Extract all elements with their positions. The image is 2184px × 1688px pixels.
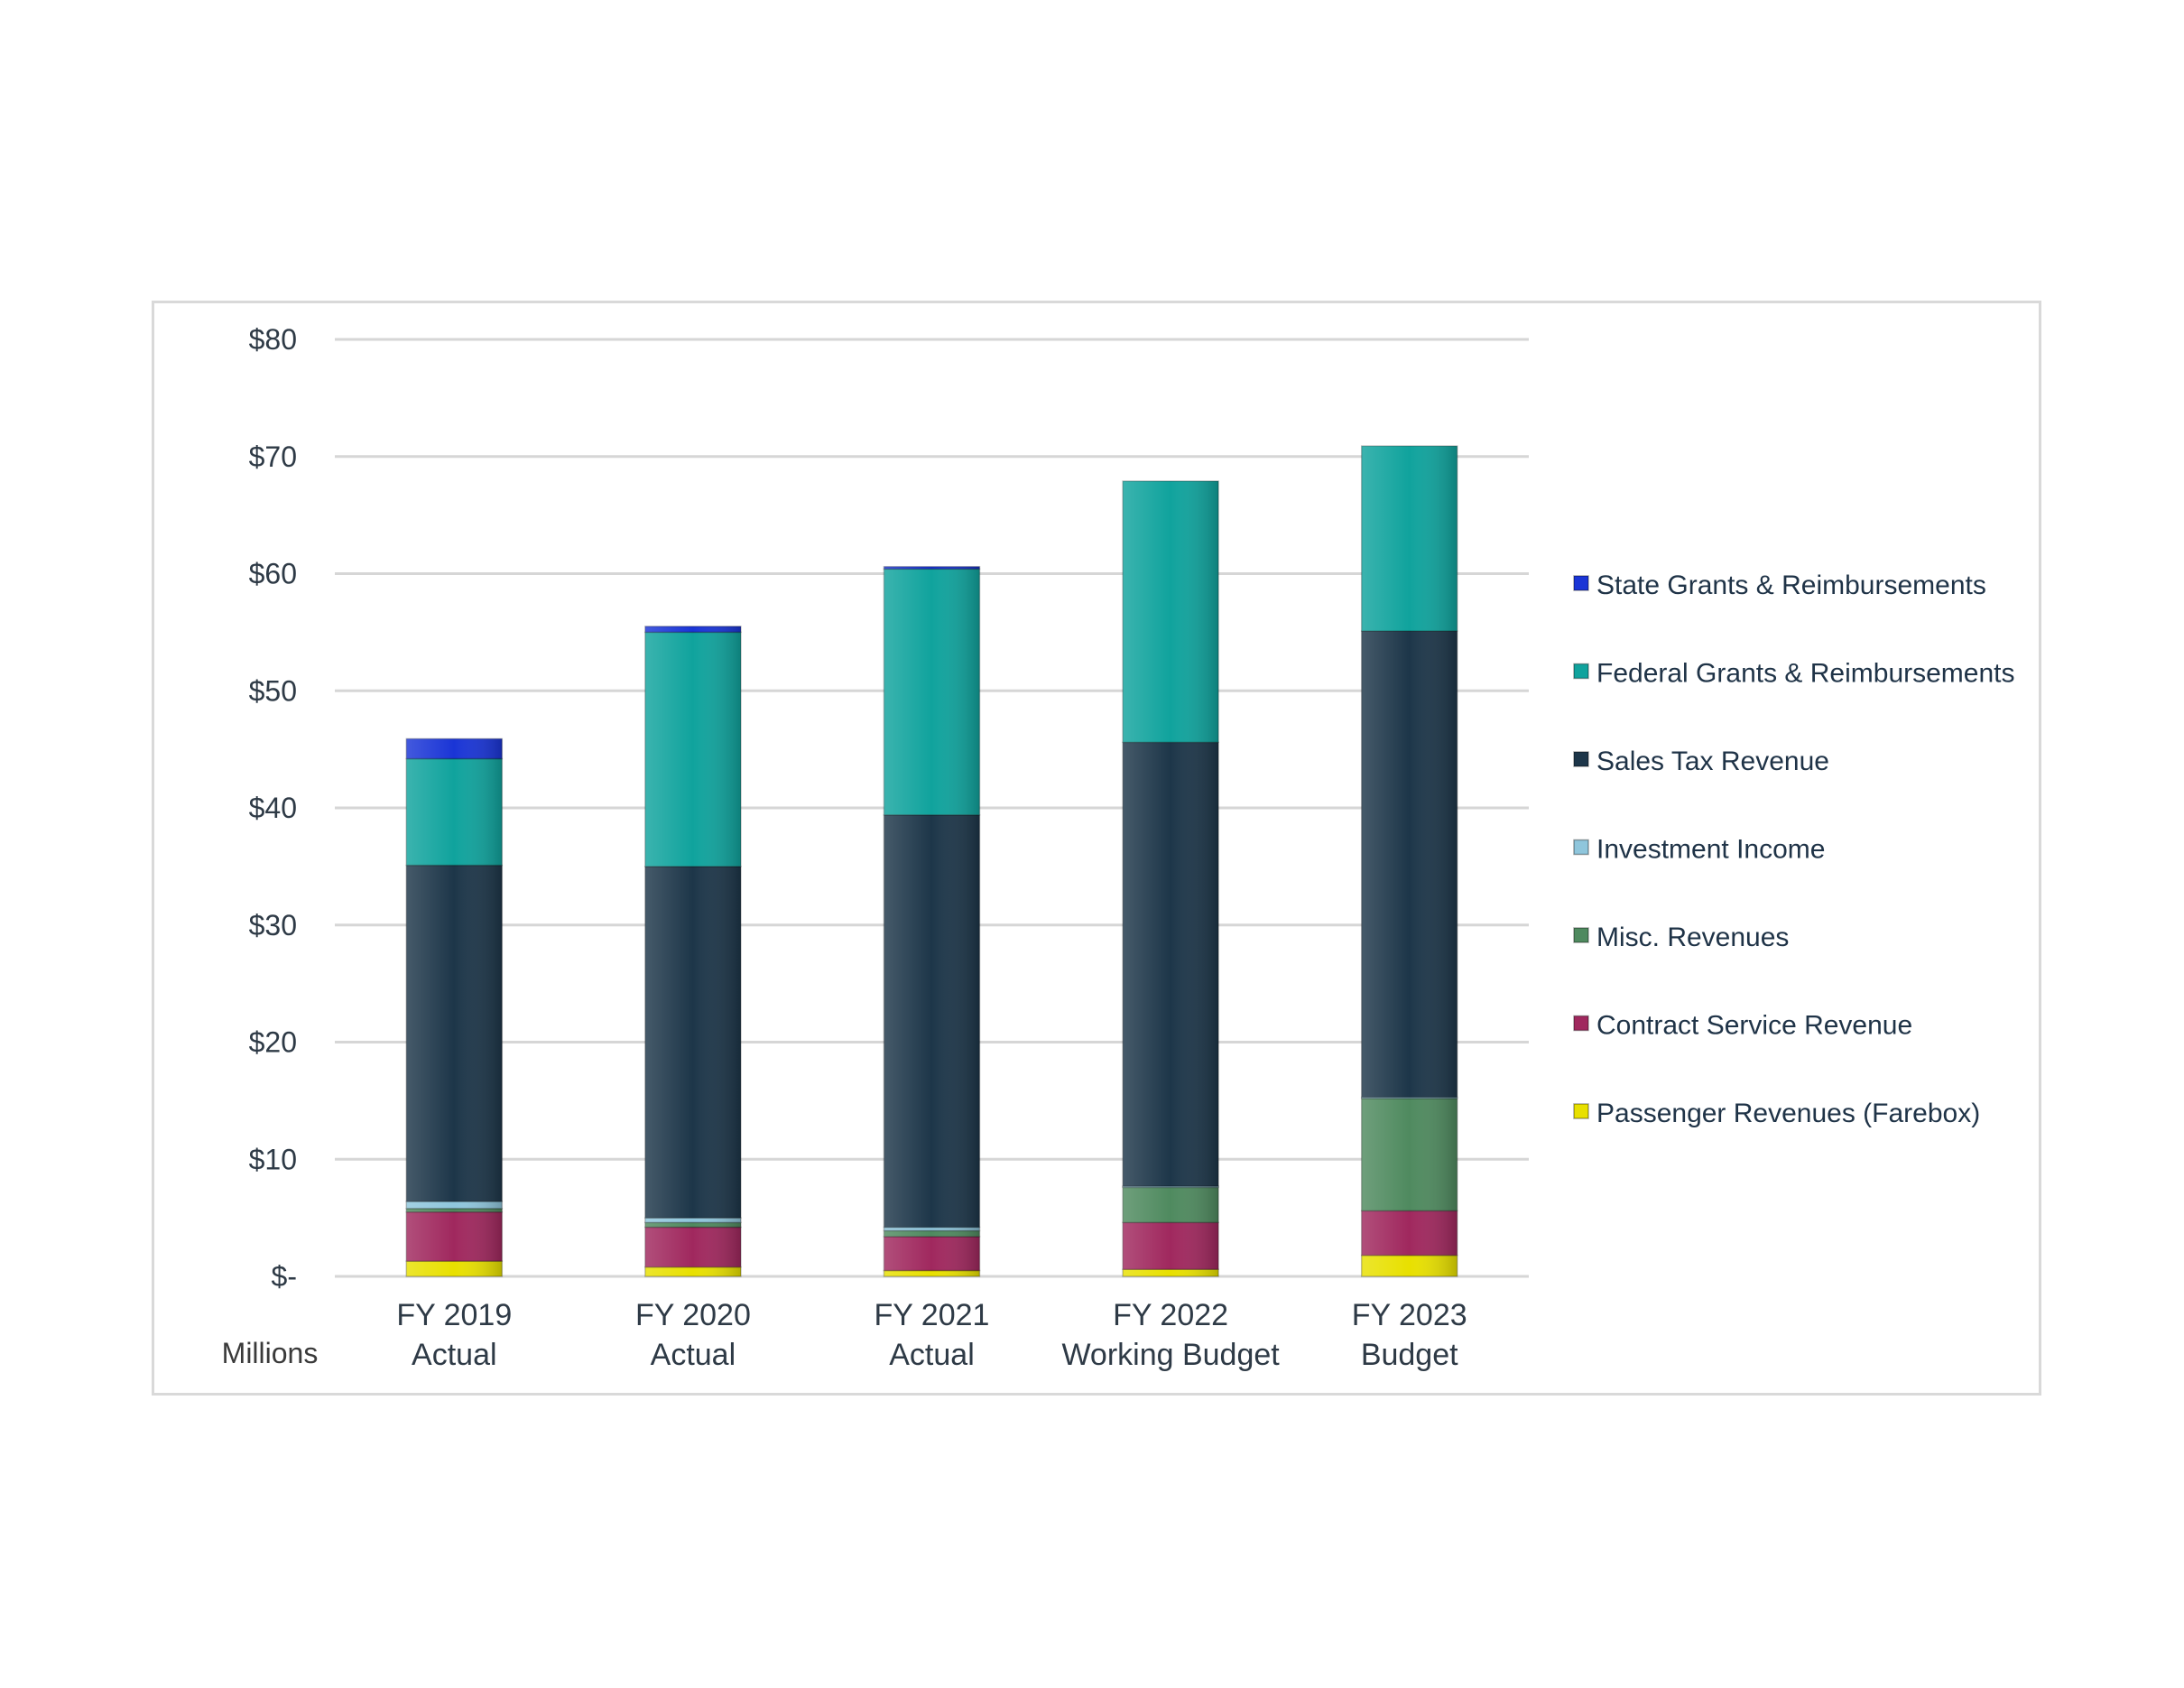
legend-swatch (1573, 839, 1589, 856)
y-axis-ticks: $- $10 $20 $30 $40 $50 $60 $70 $80 (249, 323, 297, 1293)
bar-segment: Sales Tax Revenue: 30 (644, 866, 742, 1219)
y-tick-label: $10 (249, 1143, 297, 1175)
bar-segment: Misc. Revenues: 0.5 (883, 1229, 981, 1238)
y-tick-label: $80 (249, 323, 297, 356)
bar-segment: Contract Service Revenue: 4.2 (405, 1210, 504, 1262)
bar-segment: Misc. Revenues: 3 (1122, 1186, 1219, 1224)
bar-segment: Federal Grants & Reimbursements: 9.1 (405, 757, 504, 867)
x-category-label: FY 2019 (396, 1298, 512, 1332)
y-tick-label: $- (272, 1260, 297, 1293)
bar-segment: State Grants & Reimbursements: 0.5 (644, 626, 742, 634)
bar-segment: State Grants & Reimbursements: 0.2 (883, 565, 981, 570)
bar-segment: State Grants & Reimbursements: 1.7 (405, 737, 504, 760)
x-category-label: Actual (889, 1338, 975, 1372)
chart-frame: $- $10 $20 $30 $40 $50 $60 $70 $80 Passenger Rev… (152, 301, 2041, 1396)
bar-segment: Investment Income: 0.6 (405, 1201, 504, 1210)
x-category-label: FY 2023 (1352, 1298, 1467, 1332)
y-tick-label: $70 (249, 441, 297, 473)
y-tick-label: $20 (249, 1026, 297, 1059)
y-tick-label: $30 (249, 909, 297, 941)
y-tick-label: $40 (249, 792, 297, 824)
y-tick-label: $60 (249, 558, 297, 590)
y-tick-label: $50 (249, 674, 297, 707)
bar-segment: Passenger Revenues (Farebox): 0.8 (644, 1266, 742, 1277)
bar-segment: Misc. Revenues: 9.6 (1360, 1098, 1458, 1212)
bar-segment: Federal Grants & Reimbursements: 21 (883, 568, 981, 816)
bar-segment: Federal Grants & Reimbursements: 20 (644, 631, 742, 867)
units-label: Millions (222, 1337, 319, 1369)
bar-segment: Passenger Revenues (Farebox): 1.8 (1360, 1254, 1458, 1277)
bar-segment: Contract Service Revenue: 3.4 (644, 1226, 742, 1268)
legend-swatch (1573, 1015, 1589, 1032)
legend-label: Contract Service Revenue (1596, 1011, 1912, 1041)
bar-segment: Sales Tax Revenue: 35.2 (883, 814, 981, 1229)
x-axis-categories: FY 2019 Actual FY 2020 Actual FY 2021 Actual F… (396, 1298, 1467, 1372)
bar-segment: Misc. Revenues: 0.4 (644, 1221, 742, 1229)
x-category-label: Working Budget (1061, 1338, 1280, 1372)
bar-segment: Passenger Revenues (Farebox): 0.6 (1122, 1268, 1219, 1277)
revenue-stacked-bar-chart: $- $10 $20 $30 $40 $50 $60 $70 $80 Passenger Rev… (222, 323, 2015, 1372)
x-category-label: Actual (651, 1338, 736, 1372)
bar-segment: Contract Service Revenue: 3.8 (1360, 1210, 1458, 1257)
legend-swatch (1573, 751, 1589, 767)
legend-swatch (1573, 663, 1589, 680)
legend-swatch (1573, 927, 1589, 943)
bar-segment: Sales Tax Revenue: 39.8 (1360, 630, 1458, 1099)
legend-swatch (1573, 575, 1589, 591)
bars: Passenger Revenues (Farebox): 1.3Contrac… (405, 445, 1458, 1277)
legend: State Grants & Reimbursements Federal Gra… (1573, 570, 2015, 1128)
legend-swatch (1573, 1103, 1589, 1119)
bar-segment: Contract Service Revenue: 2.9 (883, 1236, 981, 1272)
legend-label: Misc. Revenues (1596, 923, 1789, 952)
bar-segment: Federal Grants & Reimbursements: 15.8 (1360, 445, 1458, 632)
bar-segment: Federal Grants & Reimbursements: 22.3 (1122, 480, 1219, 744)
x-category-label: FY 2020 (635, 1298, 751, 1332)
bar-segment: Passenger Revenues (Farebox): 1.3 (405, 1260, 504, 1277)
legend-label: Federal Grants & Reimbursements (1596, 659, 2015, 689)
bar-segment: Investment Income: 0.4 (644, 1217, 742, 1224)
legend-label: State Grants & Reimbursements (1596, 570, 1986, 600)
legend-label: Passenger Revenues (Farebox) (1596, 1099, 1980, 1128)
bar-segment: Passenger Revenues (Farebox): 0.5 (883, 1269, 981, 1277)
x-category-label: FY 2022 (1113, 1298, 1228, 1332)
legend-label: Sales Tax Revenue (1596, 747, 1829, 776)
x-category-label: Actual (412, 1338, 497, 1372)
bar-segment: Sales Tax Revenue: 28.7 (405, 864, 504, 1202)
x-category-label: Budget (1361, 1338, 1458, 1372)
legend-label: Investment Income (1596, 835, 1825, 865)
bar-segment: Sales Tax Revenue: 37.9 (1122, 741, 1219, 1187)
x-category-label: FY 2021 (875, 1298, 990, 1332)
bar-segment: Contract Service Revenue: 4 (1122, 1221, 1219, 1270)
